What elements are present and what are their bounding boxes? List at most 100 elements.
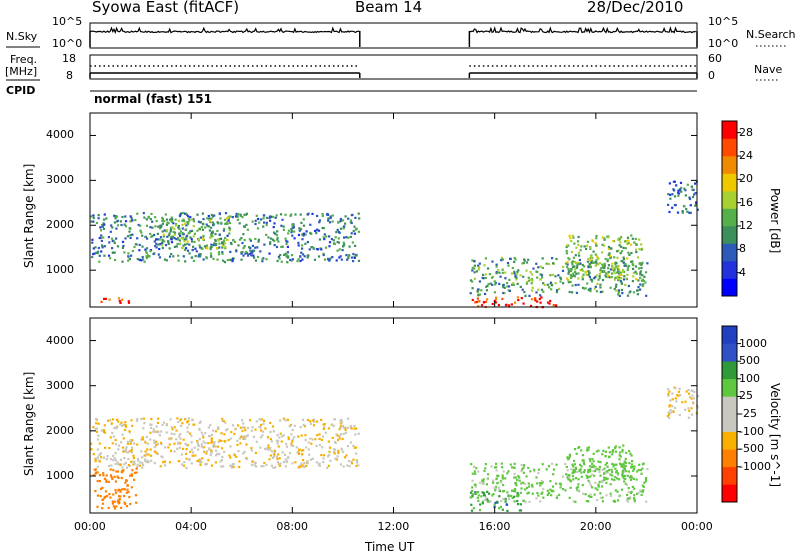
data-cell-1-3	[497, 486, 501, 489]
data-cell-1-4	[577, 446, 580, 449]
y-tick-label: 4000	[46, 333, 74, 347]
data-cell-1-0	[156, 443, 160, 446]
data-cell-1-5	[672, 410, 675, 413]
data-cell-1-3	[486, 478, 489, 481]
data-cell-1-0	[250, 463, 253, 466]
data-cell-1-1	[99, 495, 102, 498]
data-cell-1-3	[495, 462, 498, 465]
data-cell-0-0	[328, 241, 332, 244]
data-cell-1-0	[284, 458, 287, 461]
data-cell-1-3	[598, 470, 601, 473]
data-cell-1-0	[320, 418, 323, 421]
data-cell-0-4	[623, 275, 626, 278]
data-cell-0-0	[184, 260, 187, 263]
data-cell-1-1	[105, 474, 108, 477]
data-cell-0-6	[688, 196, 691, 199]
data-cell-0-5	[573, 242, 576, 245]
data-cell-1-3	[470, 463, 473, 466]
data-cell-1-0	[153, 441, 156, 444]
data-cell-1-0	[300, 449, 304, 452]
data-cell-1-0	[188, 458, 191, 461]
data-cell-1-3	[477, 499, 480, 502]
data-cell-0-4	[480, 289, 483, 292]
data-cell-1-4	[614, 476, 617, 479]
data-cell-0-0	[299, 259, 302, 263]
data-cell-1-1	[131, 469, 134, 472]
data-cell-0-0	[129, 234, 132, 237]
data-cell-0-5	[576, 240, 580, 243]
data-cell-0-0	[154, 216, 157, 219]
data-cell-0-4	[627, 284, 630, 288]
data-cell-0-0	[254, 259, 258, 262]
data-cell-1-0	[193, 446, 196, 449]
data-cell-1-0	[291, 462, 294, 465]
data-cell-0-3	[548, 302, 551, 305]
data-cell-1-0	[309, 420, 312, 423]
data-cell-0-5	[622, 246, 625, 249]
data-cell-0-5	[634, 237, 637, 241]
data-cell-1-0	[90, 448, 93, 451]
data-cell-0-0	[228, 232, 231, 235]
data-cell-0-3	[522, 302, 525, 305]
data-cell-1-3	[623, 470, 626, 473]
data-cell-1-3	[556, 495, 559, 498]
data-cell-0-0	[185, 224, 188, 227]
data-cell-0-5	[619, 271, 622, 274]
data-cell-1-3	[594, 481, 597, 484]
data-cell-0-0	[248, 246, 251, 249]
data-cell-1-1	[107, 506, 110, 509]
data-cell-1-0	[241, 429, 244, 433]
data-cell-0-5	[601, 278, 605, 282]
colorbar-cell-1	[722, 326, 737, 344]
data-cell-0-0	[297, 241, 300, 244]
data-cell-1-0	[277, 440, 280, 443]
data-cell-0-0	[300, 251, 303, 254]
data-cell-0-4	[485, 289, 488, 292]
data-cell-1-2	[496, 500, 499, 503]
data-cell-1-3	[502, 483, 505, 487]
data-cell-1-3	[605, 494, 608, 497]
data-cell-0-4	[631, 280, 634, 283]
data-cell-0-4	[502, 286, 505, 289]
data-cell-0-0	[253, 249, 256, 252]
data-cell-1-0	[156, 421, 160, 424]
data-cell-0-5	[586, 260, 589, 263]
data-cell-0-0	[265, 223, 268, 227]
data-cell-0-0	[212, 244, 215, 247]
data-cell-1-3	[635, 478, 638, 481]
data-cell-0-0	[144, 248, 147, 251]
data-cell-1-0	[208, 435, 211, 438]
data-cell-1-4	[587, 448, 590, 451]
data-cell-1-5	[684, 408, 687, 411]
data-cell-0-0	[287, 232, 290, 235]
data-cell-1-0	[122, 450, 125, 453]
data-cell-1-0	[213, 445, 216, 448]
data-cell-0-4	[616, 268, 620, 271]
data-cell-1-0	[131, 446, 134, 449]
data-cell-1-3	[568, 496, 571, 499]
data-cell-1-0	[145, 460, 148, 464]
data-cell-1-0	[231, 424, 235, 427]
data-cell-0-0	[214, 233, 217, 236]
data-cell-0-0	[353, 225, 356, 228]
data-cell-1-4	[587, 446, 590, 449]
data-cell-1-3	[636, 492, 639, 495]
data-cell-1-3	[645, 500, 648, 503]
y-tick-label: 1000	[46, 468, 74, 482]
data-cell-0-2	[225, 221, 228, 224]
data-cell-1-4	[580, 449, 583, 452]
data-cell-0-5	[572, 236, 575, 239]
data-cell-0-0	[274, 216, 277, 219]
data-cell-0-4	[521, 288, 524, 291]
data-cell-0-5	[618, 244, 621, 247]
data-cell-0-0	[231, 260, 234, 263]
data-cell-0-0	[302, 234, 305, 237]
data-cell-1-0	[266, 448, 269, 451]
data-cell-0-0	[294, 213, 297, 216]
data-cell-1-0	[277, 445, 280, 448]
data-cell-1-0	[98, 460, 101, 463]
data-cell-0-4	[601, 290, 604, 293]
data-cell-0-6	[694, 204, 697, 207]
data-cell-0-1	[127, 300, 130, 303]
data-cell-0-5	[592, 261, 595, 264]
